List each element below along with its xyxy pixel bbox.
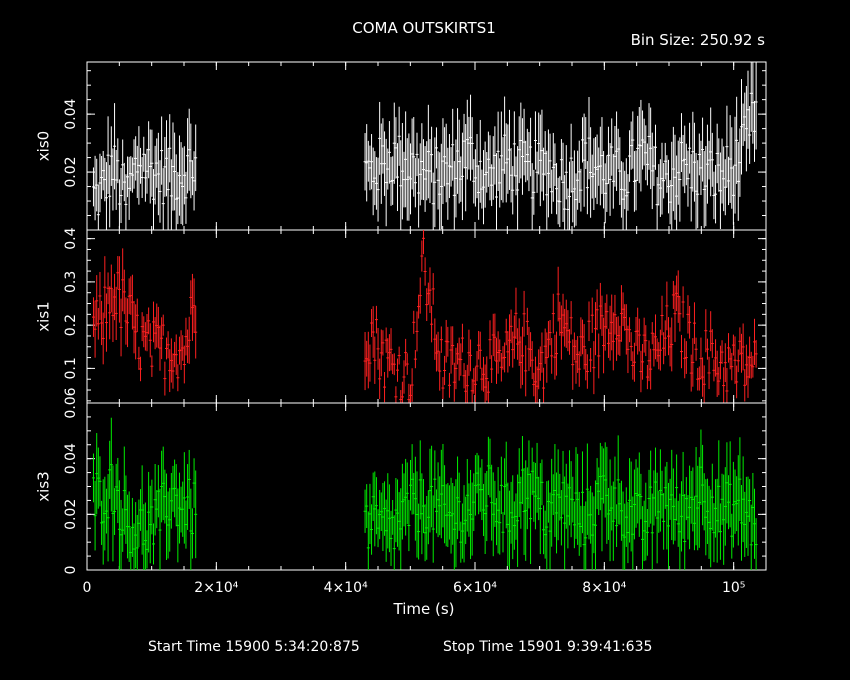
y-tick-label: 0	[63, 566, 79, 575]
panel-ylabel: xis0	[35, 131, 53, 161]
panels-group: 0.020.04xis00.10.20.30.4xis100.020.040.0…	[35, 61, 767, 596]
start-time-label: Start Time 15900 5:34:20:875	[148, 639, 360, 655]
x-tick-label: 8×10⁴	[582, 580, 626, 596]
panel-xis0: 0.02 0.04 xis0	[35, 61, 767, 231]
panel-ylabel: xis3	[35, 471, 53, 501]
panel-xis3: 0 0.02 0.04 0.06 xis3	[35, 387, 767, 574]
y-tick-label: 0.04	[63, 443, 79, 474]
y-tick-label: 0.2	[63, 314, 79, 336]
y-tick-label: 0.3	[63, 271, 79, 293]
y-tick-label: 0.02	[63, 156, 79, 187]
stop-time-label: Stop Time 15901 9:39:41:635	[443, 639, 652, 655]
y-tick-label: 0.4	[63, 227, 79, 249]
y-tick-label: 0.04	[63, 98, 79, 129]
x-axis-label: Time (s)	[393, 600, 455, 618]
y-tick-label: 0.1	[63, 357, 79, 379]
chart-title: COMA OUTSKIRTS1	[352, 19, 496, 37]
x-tick-label: 2×10⁴	[194, 580, 238, 596]
y-tick-label: 0.02	[63, 499, 79, 530]
x-tick-label: 10⁵	[722, 580, 745, 596]
panel-xis1: 0.1 0.2 0.3 0.4 xis1	[35, 227, 767, 404]
panel-ylabel: xis1	[35, 301, 53, 331]
bin-size-label: Bin Size: 250.92 s	[631, 31, 766, 49]
x-tick-label: 0	[83, 580, 92, 596]
y-tick-label: 0.06	[63, 387, 79, 418]
x-tick-label: 4×10⁴	[324, 580, 368, 596]
x-tick-label: 6×10⁴	[453, 580, 497, 596]
